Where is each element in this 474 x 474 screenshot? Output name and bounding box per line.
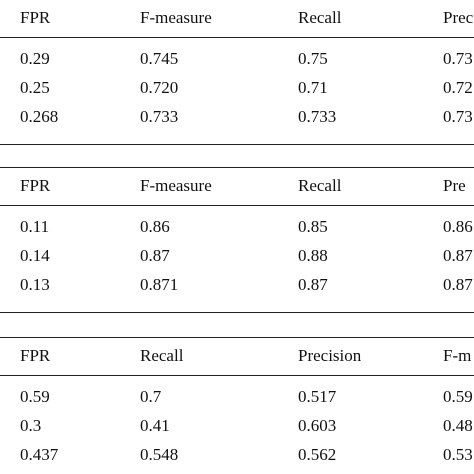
data-cell: 0.87 bbox=[443, 246, 473, 265]
data-cell: 0.73 bbox=[443, 49, 473, 68]
data-cell: 0.85 bbox=[298, 217, 328, 236]
data-cell: 0.48 bbox=[443, 416, 473, 435]
header-cell: F-m bbox=[443, 346, 472, 365]
data-cell: 0.71 bbox=[298, 78, 328, 97]
data-cell: 0.733 bbox=[140, 107, 179, 126]
header-cell: Recall bbox=[140, 346, 184, 365]
top-rule bbox=[0, 167, 474, 168]
data-cell: 0.3 bbox=[20, 416, 42, 435]
data-cell: 0.87 bbox=[443, 275, 473, 294]
data-cell: 0.603 bbox=[298, 416, 337, 435]
data-cell: 0.87 bbox=[298, 275, 328, 294]
data-cell: 0.733 bbox=[298, 107, 337, 126]
data-cell: 0.72 bbox=[443, 78, 473, 97]
data-cell: 0.29 bbox=[20, 49, 50, 68]
data-cell: 0.720 bbox=[140, 78, 179, 97]
header-cell: Pre bbox=[443, 176, 466, 195]
data-cell: 0.86 bbox=[443, 217, 473, 236]
header-cell: FPR bbox=[20, 176, 51, 195]
data-cell: 0.25 bbox=[20, 78, 50, 97]
data-cell: 0.41 bbox=[140, 416, 170, 435]
header-cell: F-measure bbox=[140, 176, 212, 195]
data-cell: 0.7 bbox=[140, 387, 162, 406]
header-cell: Prec bbox=[443, 8, 474, 27]
data-cell: 0.59 bbox=[20, 387, 50, 406]
header-rule bbox=[0, 37, 474, 38]
header-cell: FPR bbox=[20, 8, 51, 27]
data-cell: 0.13 bbox=[20, 275, 50, 294]
bottom-rule bbox=[0, 144, 474, 145]
data-cell: 0.548 bbox=[140, 445, 179, 464]
header-cell: Precision bbox=[298, 346, 362, 365]
data-cell: 0.73 bbox=[443, 107, 473, 126]
data-cell: 0.75 bbox=[298, 49, 328, 68]
header-rule bbox=[0, 205, 474, 206]
header-cell: F-measure bbox=[140, 8, 212, 27]
data-cell: 0.88 bbox=[298, 246, 328, 265]
data-cell: 0.59 bbox=[443, 387, 473, 406]
bottom-rule bbox=[0, 312, 474, 313]
header-rule bbox=[0, 375, 474, 376]
data-cell: 0.268 bbox=[20, 107, 59, 126]
data-cell: 0.87 bbox=[140, 246, 170, 265]
header-cell: Recall bbox=[298, 176, 342, 195]
data-cell: 0.437 bbox=[20, 445, 59, 464]
data-cell: 0.745 bbox=[140, 49, 179, 68]
header-cell: FPR bbox=[20, 346, 51, 365]
data-cell: 0.86 bbox=[140, 217, 170, 236]
data-cell: 0.517 bbox=[298, 387, 337, 406]
data-cell: 0.11 bbox=[20, 217, 50, 236]
data-cell: 0.562 bbox=[298, 445, 337, 464]
top-rule bbox=[0, 337, 474, 338]
data-cell: 0.14 bbox=[20, 246, 50, 265]
header-cell: Recall bbox=[298, 8, 342, 27]
data-cell: 0.871 bbox=[140, 275, 179, 294]
data-cell: 0.53 bbox=[443, 445, 473, 464]
